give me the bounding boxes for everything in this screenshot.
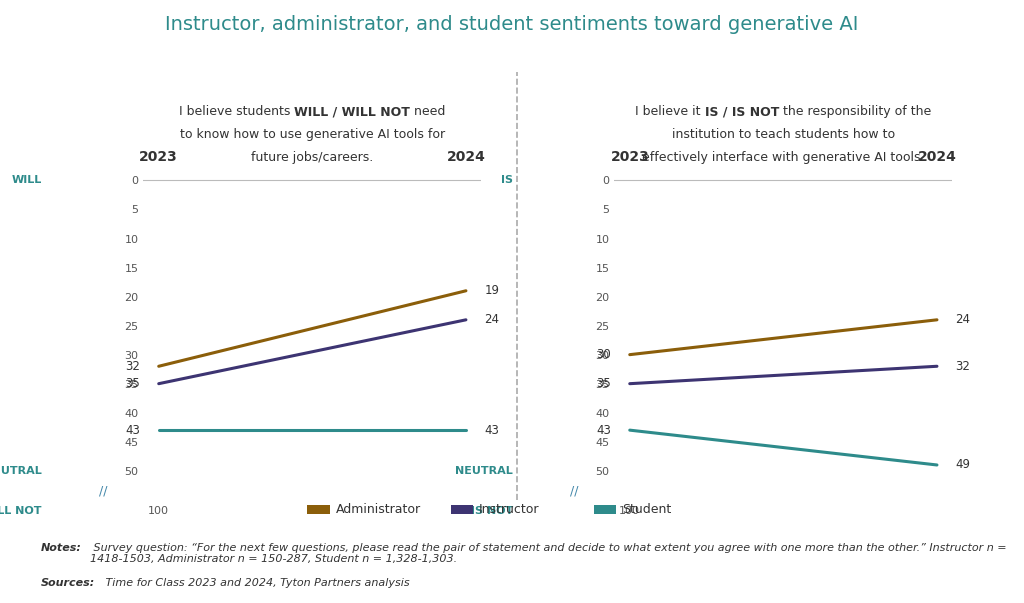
- Text: Notes:: Notes:: [41, 543, 82, 553]
- Text: Instructor: Instructor: [479, 503, 540, 516]
- Text: 43: 43: [596, 424, 611, 437]
- Text: 24: 24: [955, 314, 971, 326]
- Text: 49: 49: [955, 458, 971, 472]
- Text: 30: 30: [597, 348, 611, 361]
- Text: NEUTRAL: NEUTRAL: [0, 466, 42, 476]
- Text: 24: 24: [484, 314, 500, 326]
- Text: IS NOT: IS NOT: [471, 507, 513, 516]
- Text: need: need: [411, 105, 445, 118]
- Text: to know how to use generative AI tools for: to know how to use generative AI tools f…: [180, 128, 444, 141]
- Text: I believe it: I believe it: [635, 105, 705, 118]
- Text: Sources:: Sources:: [41, 578, 95, 588]
- Text: //: //: [99, 485, 108, 497]
- Text: future jobs/careers.: future jobs/careers.: [251, 151, 374, 164]
- Text: the responsibility of the: the responsibility of the: [779, 105, 932, 118]
- Text: 100: 100: [148, 507, 169, 516]
- Text: I believe students: I believe students: [179, 105, 294, 118]
- Text: IS / IS NOT: IS / IS NOT: [705, 105, 779, 118]
- Text: Administrator: Administrator: [336, 503, 421, 516]
- Text: Instructor, administrator, and student sentiments toward generative AI: Instructor, administrator, and student s…: [165, 15, 859, 34]
- Text: WILL: WILL: [11, 175, 42, 186]
- Text: 100: 100: [620, 507, 640, 516]
- Text: 43: 43: [484, 424, 500, 437]
- Text: institution to teach students how to: institution to teach students how to: [672, 128, 895, 141]
- Text: Student: Student: [623, 503, 672, 516]
- Text: NEUTRAL: NEUTRAL: [456, 466, 513, 476]
- Text: 43: 43: [125, 424, 140, 437]
- Text: 32: 32: [955, 360, 971, 373]
- Text: //: //: [570, 485, 579, 497]
- Text: WILL NOT: WILL NOT: [0, 507, 42, 516]
- Text: 35: 35: [597, 377, 611, 390]
- Text: Survey question: “For the next few questions, please read the pair of statement : Survey question: “For the next few quest…: [90, 543, 1007, 564]
- Text: 19: 19: [484, 284, 500, 297]
- Text: 32: 32: [125, 360, 140, 373]
- Text: Time for Class 2023 and 2024, Tyton Partners analysis: Time for Class 2023 and 2024, Tyton Part…: [102, 578, 410, 588]
- Text: IS: IS: [501, 175, 513, 186]
- Text: effectively interface with generative AI tools.: effectively interface with generative AI…: [642, 151, 925, 164]
- Text: 35: 35: [126, 377, 140, 390]
- Text: WILL / WILL NOT: WILL / WILL NOT: [294, 105, 411, 118]
